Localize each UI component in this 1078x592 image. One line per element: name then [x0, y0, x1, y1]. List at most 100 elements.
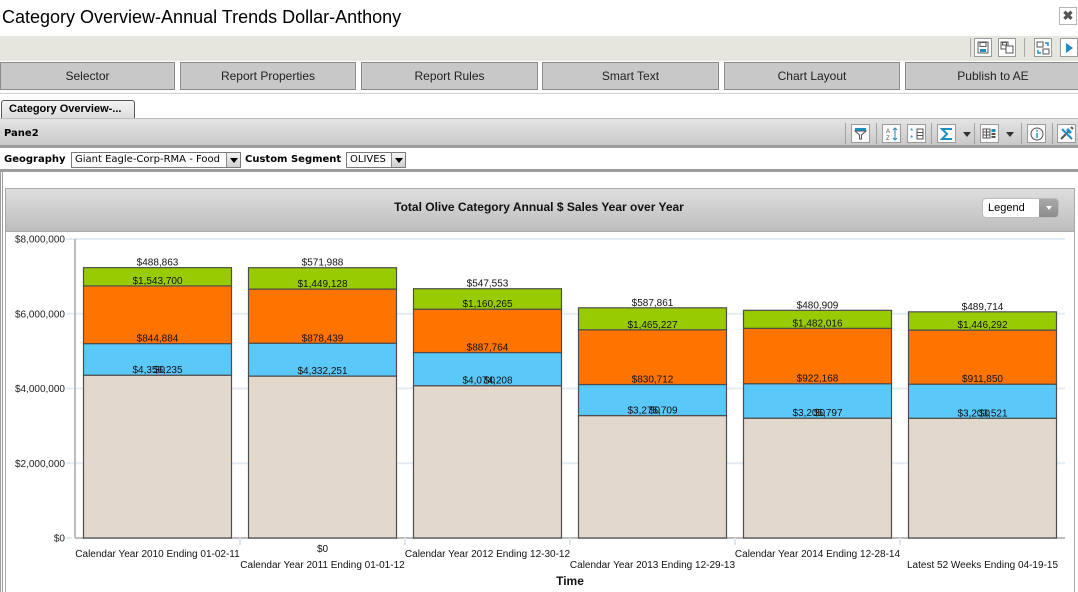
- smart-text-button[interactable]: Smart Text: [542, 62, 719, 90]
- custom-segment-label: Custom Segment: [245, 154, 342, 165]
- data-label: $911,850: [962, 374, 1003, 385]
- divider: [0, 93, 1078, 94]
- save-as-button[interactable]: [998, 38, 1016, 57]
- publish-to-ae-button[interactable]: Publish to AE: [905, 62, 1078, 90]
- bar-segment: [82, 343, 233, 376]
- run-button[interactable]: [1060, 38, 1078, 57]
- data-label: $4,332,251: [297, 366, 347, 377]
- tools-icon: [1060, 126, 1074, 140]
- legend-dropdown-label: Legend: [988, 202, 1025, 214]
- export-button[interactable]: [1034, 38, 1052, 57]
- toolbar-separator: [931, 123, 932, 144]
- bar-segment: [247, 267, 398, 290]
- save-as-icon: [1000, 41, 1014, 54]
- data-label: $480,909: [797, 300, 839, 311]
- bar-segment: [742, 417, 893, 539]
- geography-select[interactable]: Giant Eagle-Corp-RMA - Food: [71, 152, 241, 168]
- data-label: $1,482,016: [792, 318, 842, 329]
- toolbar-separator: [876, 123, 877, 144]
- window-title: Category Overview-Annual Trends Dollar-A…: [2, 7, 402, 27]
- pane-title: Pane2: [4, 128, 39, 139]
- data-label: $0: [814, 408, 826, 419]
- data-label: $489,714: [962, 302, 1004, 313]
- stacked-bar-chart: $0 $2,000,000 $4,000,000 $6,000,000 $8,000,0…: [15, 235, 1065, 588]
- data-label: $547,553: [467, 279, 509, 290]
- toolbar-separator: [1024, 38, 1025, 57]
- column-select-button[interactable]: * *: [907, 124, 926, 143]
- data-label: $922,168: [797, 374, 839, 385]
- bar-segment: [742, 309, 893, 329]
- sum-dropdown-arrow[interactable]: [963, 132, 971, 137]
- x-tick-label: Calendar Year 2011 Ending 01-01-12: [240, 560, 405, 571]
- geography-value: Giant Eagle-Corp-RMA - Food: [75, 154, 220, 165]
- export-icon: [1036, 41, 1050, 54]
- sort-icon: AZ: [886, 126, 897, 141]
- data-label: $0: [484, 376, 496, 387]
- chart-layout-button[interactable]: Chart Layout: [724, 62, 900, 90]
- bar-segment: [82, 285, 233, 345]
- toolbar-separator: [974, 123, 975, 144]
- data-label: $0: [154, 365, 166, 376]
- tools-button[interactable]: [1057, 124, 1076, 143]
- legend-dropdown[interactable]: Legend: [982, 198, 1059, 218]
- data-label: $3,205,797: [792, 408, 842, 419]
- bar-segment: [247, 342, 398, 377]
- close-icon: ✖: [1062, 8, 1074, 23]
- selector-button[interactable]: Selector: [0, 62, 175, 90]
- report-properties-button[interactable]: Report Properties: [180, 62, 356, 90]
- data-label: $1,449,128: [297, 279, 347, 290]
- x-tick-label: Calendar Year 2014 Ending 12-28-14: [735, 549, 901, 560]
- data-label: $0: [317, 544, 329, 555]
- grid-layout-button[interactable]: [980, 124, 999, 143]
- filter-icon: [854, 128, 867, 140]
- grid-layout-dropdown-arrow[interactable]: [1006, 132, 1014, 137]
- data-label: $1,160,265: [462, 299, 512, 310]
- bar-segment: [577, 383, 728, 417]
- svg-text:Z: Z: [886, 136, 890, 141]
- pane-frame: [0, 172, 3, 592]
- info-icon: [1030, 127, 1043, 140]
- x-tick-label: Calendar Year 2010 Ending 01-02-11: [75, 549, 240, 560]
- bar-segment: [907, 311, 1058, 331]
- sum-button[interactable]: [937, 124, 956, 143]
- data-label: $878,439: [302, 333, 344, 344]
- bar-segment: [82, 267, 233, 287]
- geography-label: Geography: [4, 154, 66, 165]
- bar-segment: [82, 374, 233, 539]
- tab-category-overview[interactable]: Category Overview-...: [1, 100, 135, 119]
- data-label: $3,275,709: [627, 406, 677, 417]
- y-tick-label: $0: [54, 534, 66, 545]
- bar-segment: [742, 327, 893, 385]
- close-button[interactable]: ✖: [1059, 7, 1077, 25]
- x-tick-label: Latest 52 Weeks Ending 04-19-15: [907, 560, 1058, 571]
- bar-segment: [742, 383, 893, 419]
- data-label: $587,861: [632, 298, 674, 309]
- data-label: $0: [649, 406, 661, 417]
- filter-bar: Geography Giant Eagle-Corp-RMA - Food Cu…: [0, 150, 1078, 172]
- svg-text:*: *: [910, 134, 913, 141]
- data-label: $4,356,235: [132, 365, 182, 376]
- bar-segment: [412, 351, 563, 387]
- bar-segment: [577, 414, 728, 539]
- filter-button[interactable]: [851, 124, 870, 143]
- chart-header: [5, 188, 1075, 232]
- chart-title: Total Olive Category Annual $ Sales Year…: [394, 200, 684, 214]
- chevron-down-icon[interactable]: [391, 153, 405, 167]
- save-button[interactable]: [974, 38, 992, 57]
- data-label: $830,712: [632, 375, 674, 386]
- data-label: $1,543,700: [132, 276, 182, 287]
- chevron-down-icon[interactable]: [226, 153, 240, 167]
- chevron-down-icon[interactable]: [1039, 199, 1058, 217]
- bar-segment: [412, 385, 563, 539]
- data-label: $571,988: [302, 258, 344, 269]
- info-button[interactable]: [1027, 124, 1046, 143]
- data-label: $887,764: [467, 343, 509, 354]
- bar-segment: [412, 308, 563, 354]
- report-rules-button[interactable]: Report Rules: [361, 62, 538, 90]
- play-icon: [1066, 42, 1073, 53]
- bar-segment: [907, 383, 1058, 419]
- sum-icon: [939, 127, 952, 140]
- bar-segment: [907, 417, 1058, 539]
- custom-segment-select[interactable]: OLIVES: [346, 152, 406, 168]
